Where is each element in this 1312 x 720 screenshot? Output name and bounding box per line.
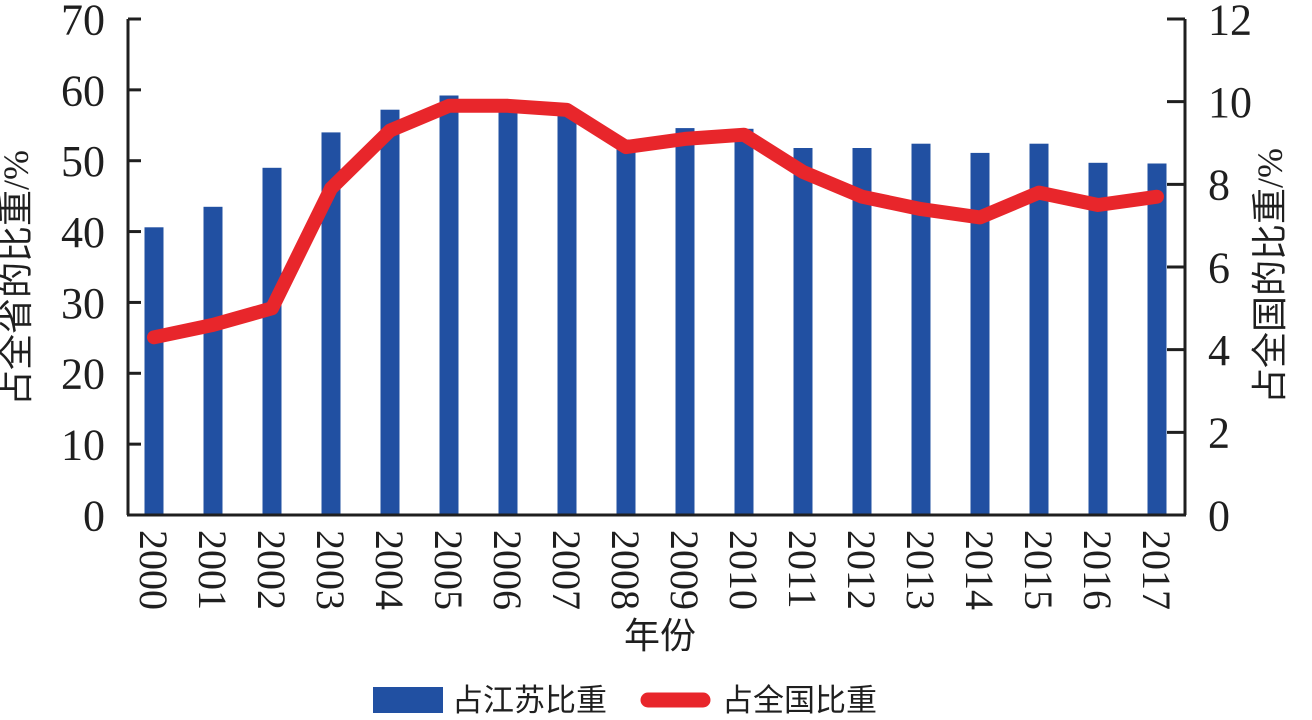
- tick-labels: 0 10 20 30 40 50 60 70 0 2 4 6 8 10 12: [61, 0, 1252, 540]
- left-tick-label-10: 10: [61, 421, 105, 470]
- year-label-2017: 2017: [1134, 530, 1179, 610]
- trend-line: [147, 98, 1164, 345]
- year-label-2015: 2015: [1016, 530, 1061, 610]
- bar-2014: [970, 152, 990, 515]
- legend-line-label: 占全国比重: [722, 683, 877, 718]
- left-tick-label-60: 60: [61, 66, 105, 115]
- right-tick-label-6: 6: [1208, 243, 1230, 292]
- bar-2003: [321, 132, 341, 515]
- right-tick-label-10: 10: [1208, 78, 1252, 127]
- bar-2010: [734, 128, 754, 516]
- bar-2005: [439, 95, 459, 515]
- year-label-2010: 2010: [721, 530, 766, 610]
- left-axis-title: 占全省的比重/%: [0, 150, 36, 406]
- left-tick-label-70: 70: [61, 0, 105, 44]
- legend-bar-label: 占江苏比重: [452, 683, 607, 718]
- x-axis-title: 年份: [624, 616, 696, 656]
- axes: [126, 17, 1187, 517]
- bar-2017: [1147, 163, 1167, 515]
- year-label-2006: 2006: [485, 530, 530, 610]
- bar-2011: [793, 148, 813, 515]
- bar-2015: [1029, 143, 1049, 515]
- year-label-2002: 2002: [249, 530, 294, 610]
- year-label-2013: 2013: [898, 530, 943, 610]
- left-tick-label-40: 40: [61, 208, 105, 257]
- right-axis-title: 占全国的比重/%: [1250, 148, 1290, 404]
- legend: 占江苏比重 占全国比重: [373, 683, 877, 718]
- bar-2004: [380, 109, 400, 515]
- year-label-2005: 2005: [426, 530, 471, 610]
- year-label-2008: 2008: [603, 530, 648, 610]
- bar-2002: [262, 167, 282, 516]
- bar-2001: [203, 206, 223, 516]
- right-tick-label-8: 8: [1208, 161, 1230, 210]
- line-series: [147, 98, 1164, 345]
- bar-2013: [911, 143, 931, 515]
- year-label-2007: 2007: [544, 530, 589, 610]
- bar-2012: [852, 148, 872, 515]
- right-tick-label-0: 0: [1208, 491, 1230, 540]
- year-label-2003: 2003: [308, 530, 353, 610]
- left-tick-label-30: 30: [61, 279, 105, 328]
- bar-2006: [498, 111, 518, 515]
- year-label-2001: 2001: [190, 530, 235, 610]
- left-tick-label-50: 50: [61, 137, 105, 186]
- year-labels: 2000 2001 2002 2003 2004 2005 2006 2007 2008 2009…: [131, 530, 1179, 610]
- bar-2016: [1088, 162, 1108, 516]
- year-label-2004: 2004: [367, 530, 412, 610]
- bar-2008: [616, 139, 636, 515]
- left-tick-label-20: 20: [61, 350, 105, 399]
- year-label-2012: 2012: [839, 530, 884, 610]
- year-label-2000: 2000: [131, 530, 176, 610]
- right-tick-label-12: 12: [1208, 0, 1252, 44]
- year-label-2009: 2009: [662, 530, 707, 610]
- bar-2000: [144, 227, 164, 516]
- legend-bar-swatch: [373, 687, 443, 713]
- bar-series: [144, 95, 1167, 516]
- bar-2007: [557, 113, 577, 515]
- right-tick-label-4: 4: [1208, 326, 1230, 375]
- year-label-2014: 2014: [957, 530, 1002, 610]
- left-tick-label-0: 0: [83, 491, 105, 540]
- year-label-2016: 2016: [1075, 530, 1120, 610]
- bar-2009: [675, 128, 695, 515]
- year-label-2011: 2011: [780, 530, 825, 609]
- right-tick-label-2: 2: [1208, 409, 1230, 458]
